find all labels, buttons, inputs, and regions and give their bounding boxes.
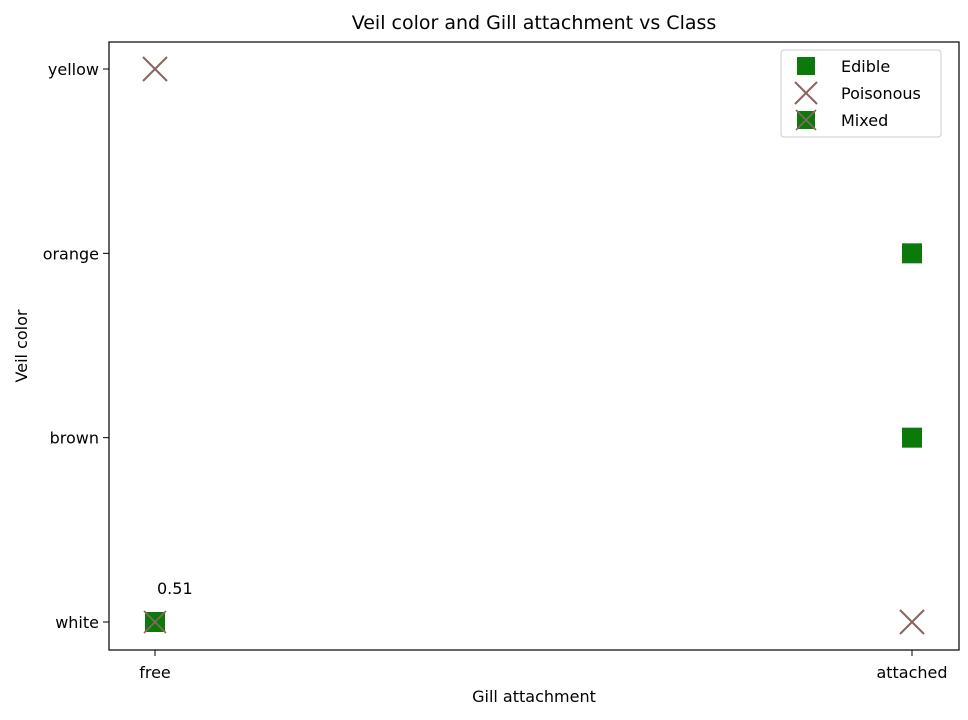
chart-title: Veil color and Gill attachment vs Class — [352, 12, 717, 34]
legend-item-mixed: Mixed — [795, 109, 888, 131]
legend-item-poisonous: Poisonous — [794, 81, 921, 105]
data-point-mixed: 0.51 — [143, 579, 193, 634]
y-tick-label: brown — [50, 429, 99, 448]
y-tick-label: white — [55, 613, 99, 632]
legend-label: Poisonous — [841, 84, 921, 103]
x-axis-label: Gill attachment — [472, 687, 596, 706]
data-point-edible — [902, 427, 922, 448]
mixed-marker — [143, 610, 167, 634]
square-marker — [902, 427, 922, 448]
x-axis: free attached — [139, 650, 948, 682]
y-tick-label: yellow — [48, 60, 99, 79]
square-marker — [902, 243, 922, 264]
data-point-edible — [902, 243, 922, 264]
point-annotation: 0.51 — [157, 579, 193, 598]
mixed-x — [795, 109, 817, 131]
data-point-poisonous — [899, 609, 925, 635]
legend-label: Mixed — [841, 111, 888, 130]
plot-area — [108, 41, 960, 651]
x-tick-label: attached — [876, 663, 947, 682]
x-marker — [899, 609, 925, 635]
x-tick-label: free — [139, 663, 171, 682]
legend: Edible Poisonous Mixed — [780, 49, 942, 138]
data-points: 0.51 — [142, 56, 925, 635]
x-marker — [794, 81, 818, 105]
mixed-x — [143, 610, 167, 634]
legend-frame — [780, 49, 942, 138]
x-marker — [142, 56, 168, 82]
y-tick-label: orange — [43, 244, 99, 263]
legend-label: Edible — [841, 57, 890, 76]
mixed-marker — [795, 109, 817, 131]
data-point-poisonous — [142, 56, 168, 82]
y-axis-label: Veil color — [12, 309, 31, 382]
legend-item-edible: Edible — [797, 57, 890, 76]
square-marker — [797, 57, 815, 75]
y-axis: white brown orange yellow — [43, 60, 109, 632]
